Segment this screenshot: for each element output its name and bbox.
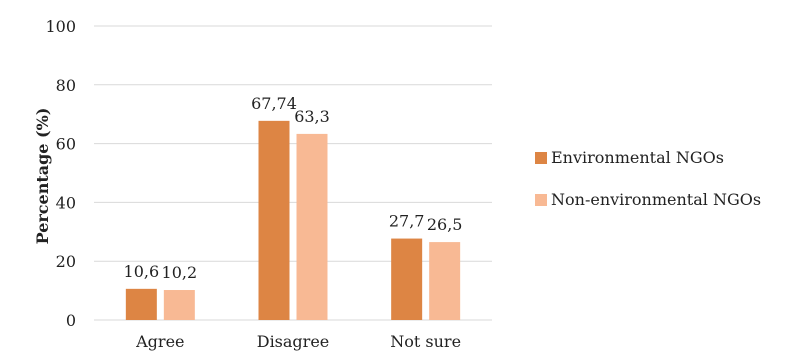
bar-1-0	[258, 120, 290, 321]
legend-swatch	[535, 194, 547, 206]
data-label: 10,2	[162, 263, 198, 282]
legend-label: Environmental NGOs	[551, 148, 724, 167]
bar-1-1	[296, 133, 328, 320]
bars	[125, 120, 461, 321]
y-tick-label: 100	[45, 17, 76, 36]
bar-2-0	[391, 238, 423, 320]
data-label: 26,5	[427, 215, 463, 234]
y-tick-label: 60	[56, 135, 76, 154]
bar-0-0	[125, 288, 157, 320]
y-tick-label: 0	[66, 311, 76, 330]
legend-swatch	[535, 152, 547, 164]
x-category-label: Disagree	[257, 332, 330, 351]
data-label: 63,3	[294, 107, 330, 126]
y-axis-ticks: 0 20 40 60 80 100	[45, 17, 76, 330]
data-label: 27,7	[389, 212, 425, 231]
legend-label: Non-environmental NGOs	[551, 190, 761, 209]
data-label: 67,74	[251, 94, 297, 113]
data-label: 10,6	[124, 262, 160, 281]
x-axis-categories: Agree Disagree Not sure	[135, 332, 461, 351]
y-tick-label: 80	[56, 76, 76, 95]
y-tick-label: 40	[56, 193, 76, 212]
legend: Environmental NGOs Non-environmental NGOs	[535, 148, 761, 209]
y-tick-label: 20	[56, 252, 76, 271]
y-axis-label: Percentage (%)	[33, 108, 52, 245]
bar-2-1	[429, 242, 461, 320]
gridlines	[94, 25, 492, 321]
bar-0-1	[163, 290, 195, 320]
x-category-label: Agree	[135, 332, 184, 351]
x-category-label: Not sure	[390, 332, 461, 351]
